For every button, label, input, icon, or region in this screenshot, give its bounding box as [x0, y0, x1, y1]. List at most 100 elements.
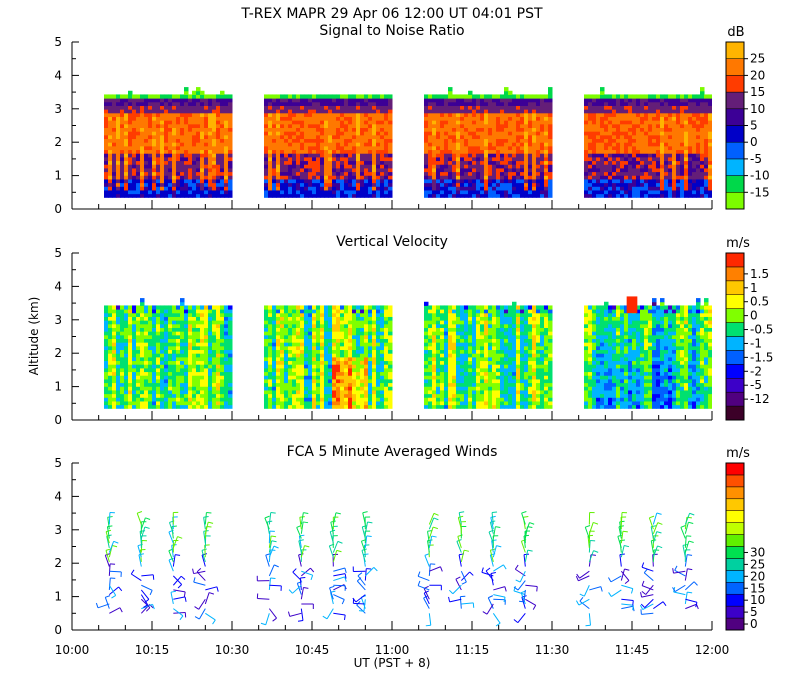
vv-cell [116, 323, 121, 328]
vv-cell [276, 331, 281, 336]
snr-cell [176, 178, 181, 184]
snr-cell [600, 98, 605, 103]
snr-cell [500, 138, 505, 143]
snr-cell [436, 98, 441, 103]
colorbar-label: 0 [750, 135, 758, 149]
vv-cell [288, 367, 293, 373]
snr-cell [440, 186, 445, 191]
snr-cell [364, 131, 369, 136]
vv-cell [312, 334, 317, 340]
snr-cell [540, 178, 545, 184]
snr-cell [176, 167, 181, 173]
snr-cell [636, 127, 641, 132]
snr-cell [216, 193, 221, 198]
snr-cell [124, 164, 129, 169]
snr-cell [648, 123, 653, 129]
snr-cell [664, 164, 669, 169]
snr-cell [148, 145, 153, 151]
snr-cell [376, 116, 381, 121]
snr-cell [668, 175, 673, 180]
snr-cell [516, 109, 521, 114]
vv-cell [212, 382, 217, 387]
snr-cell [704, 145, 709, 151]
colorbar-cell [725, 141, 745, 160]
vv-cell [288, 309, 293, 314]
snr-cell [700, 167, 705, 173]
snr-cell [528, 175, 533, 180]
vv-cell [284, 309, 289, 314]
snr-cell [368, 101, 373, 106]
vv-cell [128, 400, 133, 406]
snr-cell [464, 105, 469, 110]
vv-cell [208, 342, 213, 347]
snr-cell [544, 94, 549, 99]
snr-cell [348, 105, 353, 110]
vv-cell [148, 393, 153, 398]
snr-cell [292, 186, 297, 191]
snr-cell [120, 101, 125, 106]
vv-cell [192, 378, 197, 384]
snr-cell [336, 167, 341, 173]
snr-cell [180, 101, 185, 106]
vv-cell [292, 349, 297, 354]
snr-cell [368, 123, 373, 129]
snr-cell [384, 134, 389, 140]
vv-cell [116, 393, 121, 398]
snr-cell [484, 167, 489, 173]
vv-cell [304, 316, 309, 321]
vv-cell [264, 375, 269, 380]
snr-cell [424, 142, 429, 147]
snr-cell [340, 164, 345, 169]
snr-cell [364, 156, 369, 162]
snr-cell [184, 134, 189, 140]
vv-cell [144, 309, 149, 314]
vv-cell [264, 320, 269, 325]
snr-cell [616, 138, 621, 143]
vv-cell [116, 345, 121, 351]
colorbar-cell [725, 41, 745, 59]
vv-cell [164, 382, 169, 387]
vv-cell [216, 312, 221, 317]
snr-cell [608, 164, 613, 169]
snr-cell [224, 123, 229, 129]
vv-cell [212, 331, 217, 336]
snr-cell [120, 127, 125, 132]
vv-cell [296, 305, 301, 310]
vv-cell [320, 378, 325, 384]
snr-cell [360, 94, 365, 99]
snr-cell [524, 142, 529, 147]
snr-cell [592, 94, 597, 99]
snr-cell [140, 120, 145, 125]
snr-cell [464, 160, 469, 165]
snr-cell [464, 116, 469, 121]
vv-cell [128, 349, 133, 354]
snr-cell [692, 171, 697, 176]
snr-cell [116, 160, 121, 165]
snr-cell [632, 142, 637, 147]
snr-cell [104, 112, 109, 117]
snr-cell [636, 175, 641, 180]
vv-cell [188, 334, 193, 340]
vv-cell [192, 316, 197, 321]
snr-cell [388, 112, 393, 117]
snr-cell [136, 131, 141, 136]
snr-cell [504, 182, 509, 187]
vv-cell [288, 400, 293, 406]
snr-cell [648, 94, 653, 99]
vv-cell [276, 404, 281, 409]
snr-cell [284, 153, 289, 158]
snr-cell [516, 167, 521, 173]
snr-cell [648, 167, 653, 173]
vv-cell [296, 360, 301, 365]
snr-cell [680, 145, 685, 151]
vv-cell [268, 312, 273, 317]
vv-cell [200, 364, 205, 369]
vv-cell [280, 400, 285, 406]
snr-cell [332, 101, 337, 106]
snr-cell [116, 145, 121, 151]
vv-cell [116, 327, 121, 332]
snr-cell [708, 138, 712, 143]
vv-cell [196, 316, 201, 321]
snr-cell [376, 123, 381, 129]
snr-cell [496, 127, 501, 132]
